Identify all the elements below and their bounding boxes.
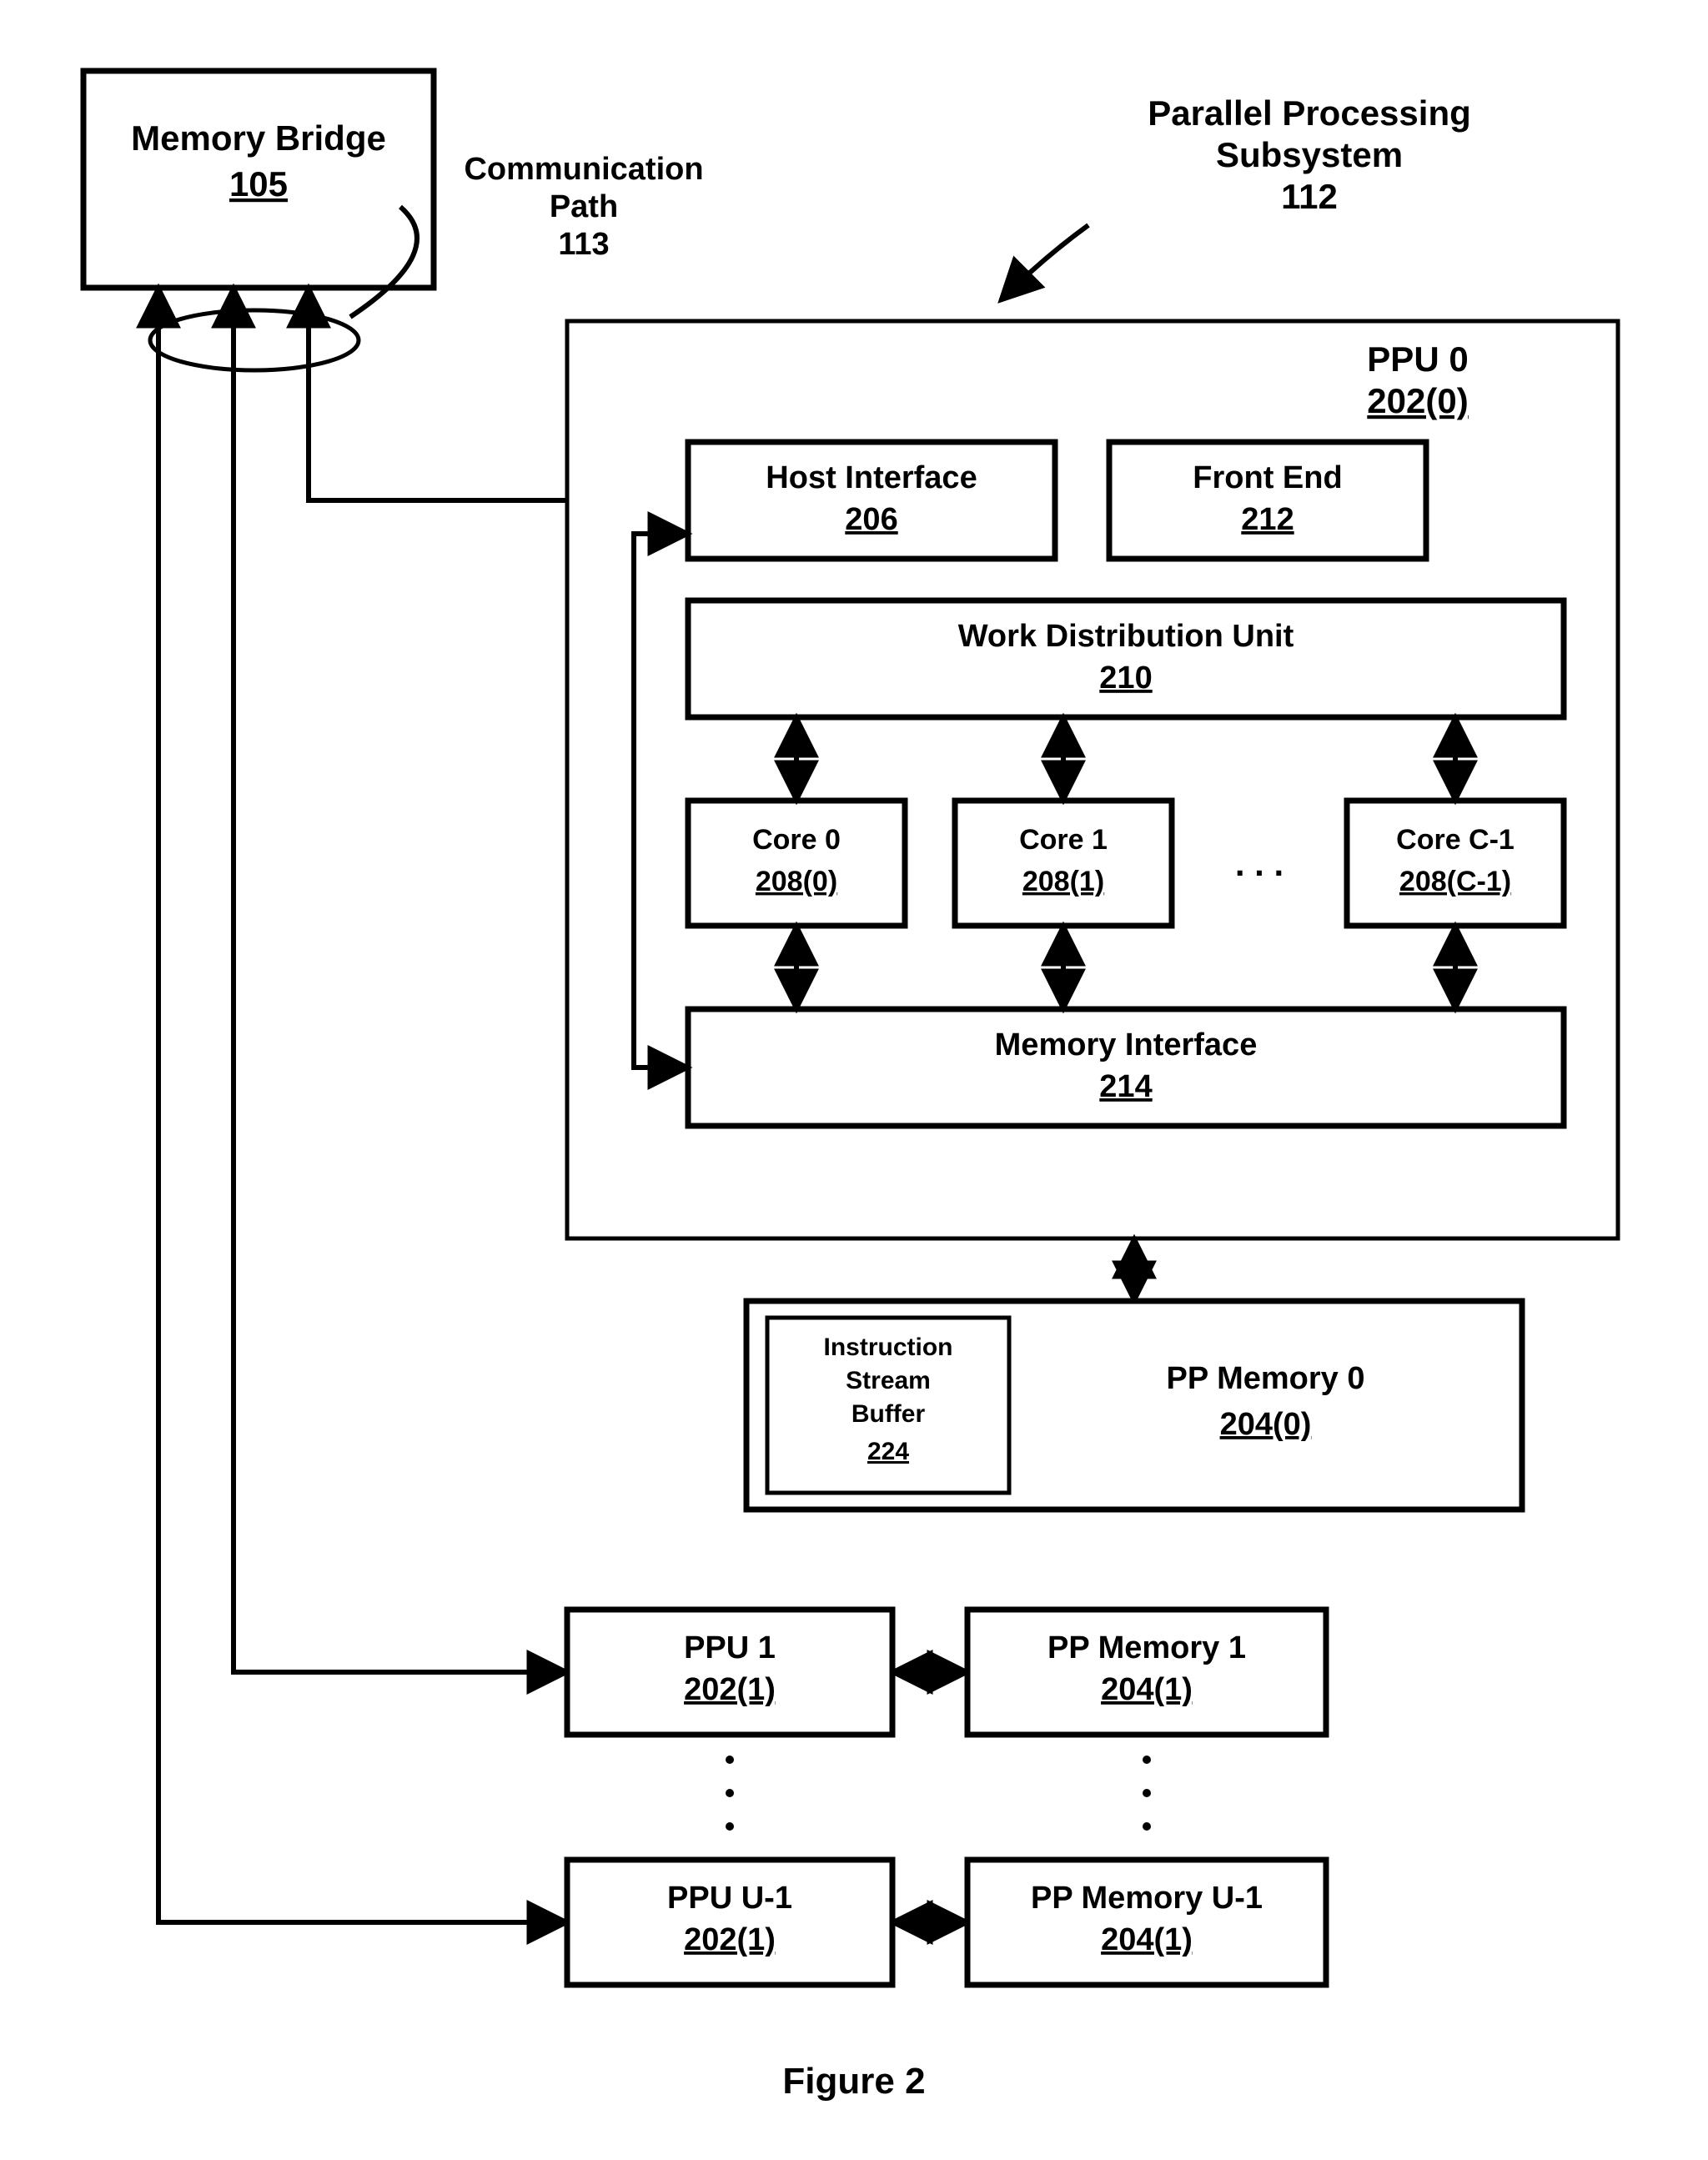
ppu0-ref: 202(0) bbox=[1367, 381, 1468, 420]
comm-path-l1: Communication bbox=[464, 152, 703, 187]
ppu-row-1-label: PPU U-1 bbox=[667, 1881, 792, 1916]
core-ellipsis: . . . bbox=[1235, 844, 1284, 883]
core-label-0: Core 0 bbox=[752, 824, 841, 856]
ppu-row-0-ref: 202(1) bbox=[684, 1672, 776, 1707]
vdots-1 bbox=[1143, 1756, 1151, 1764]
vdots-1 bbox=[1143, 1789, 1151, 1797]
wdu-box bbox=[688, 600, 1564, 717]
core-ref-0: 208(0) bbox=[756, 866, 837, 897]
wdu-ref: 210 bbox=[1099, 661, 1152, 696]
vdots-0 bbox=[726, 1756, 734, 1764]
ppu-row-1-ref: 202(1) bbox=[684, 1922, 776, 1957]
comm-path-l2: Path bbox=[550, 189, 618, 224]
front-end-label: Front End bbox=[1193, 460, 1342, 495]
mem-if-label: Memory Interface bbox=[995, 1027, 1258, 1062]
isb-l3: Buffer bbox=[851, 1400, 926, 1428]
isb-ref: 224 bbox=[867, 1438, 909, 1465]
core-box-0 bbox=[688, 801, 905, 926]
pps-label-2: Subsystem bbox=[1216, 135, 1403, 174]
bus-to-ppuU bbox=[158, 288, 567, 1922]
host-interface-box bbox=[688, 442, 1055, 559]
vdots-1 bbox=[1143, 1822, 1151, 1831]
pps-arrow bbox=[1001, 225, 1088, 300]
front-end-ref: 212 bbox=[1241, 502, 1294, 537]
ppmem-row-1-label: PP Memory U-1 bbox=[1031, 1881, 1263, 1916]
core-ref-2: 208(C-1) bbox=[1399, 866, 1511, 897]
comm-path-ellipse bbox=[150, 310, 359, 370]
pps-ref: 112 bbox=[1281, 177, 1338, 216]
mem-if-box bbox=[688, 1009, 1564, 1126]
wdu-label: Work Distribution Unit bbox=[958, 619, 1294, 654]
ppmem0-ref: 204(0) bbox=[1220, 1407, 1312, 1442]
core-label-1: Core 1 bbox=[1019, 824, 1108, 856]
memory-bridge-ref: 105 bbox=[229, 164, 288, 203]
diagram-canvas: Memory Bridge 105 Parallel ProcessingSubsy… bbox=[0, 0, 1708, 2160]
core-box-1 bbox=[955, 801, 1172, 926]
isb-l1: Instruction bbox=[824, 1334, 953, 1361]
ppmem0-label: PP Memory 0 bbox=[1167, 1361, 1365, 1396]
host-interface-ref: 206 bbox=[845, 502, 897, 537]
host-interface-label: Host Interface bbox=[766, 460, 977, 495]
core-box-2 bbox=[1347, 801, 1564, 926]
ppmem-row-1-ref: 204(1) bbox=[1101, 1922, 1193, 1957]
ppmem-row-0-label: PP Memory 1 bbox=[1047, 1630, 1246, 1665]
pps-label-1: Parallel Processing bbox=[1148, 93, 1471, 133]
core-ref-1: 208(1) bbox=[1022, 866, 1104, 897]
vdots-0 bbox=[726, 1789, 734, 1797]
isb-l2: Stream bbox=[846, 1367, 931, 1394]
memory-bridge-label: Memory Bridge bbox=[131, 118, 386, 158]
vdots-0 bbox=[726, 1822, 734, 1831]
ppmem-row-0-ref: 204(1) bbox=[1101, 1672, 1193, 1707]
front-end-box bbox=[1109, 442, 1426, 559]
ppu-row-0-label: PPU 1 bbox=[684, 1630, 776, 1665]
figure-caption: Figure 2 bbox=[782, 2061, 925, 2102]
core-label-2: Core C-1 bbox=[1396, 824, 1515, 856]
comm-path-ref: 113 bbox=[558, 227, 609, 262]
mem-if-ref: 214 bbox=[1099, 1069, 1152, 1104]
bus-to-ppu1 bbox=[234, 288, 567, 1672]
ppu0-title: PPU 0 bbox=[1367, 339, 1468, 379]
